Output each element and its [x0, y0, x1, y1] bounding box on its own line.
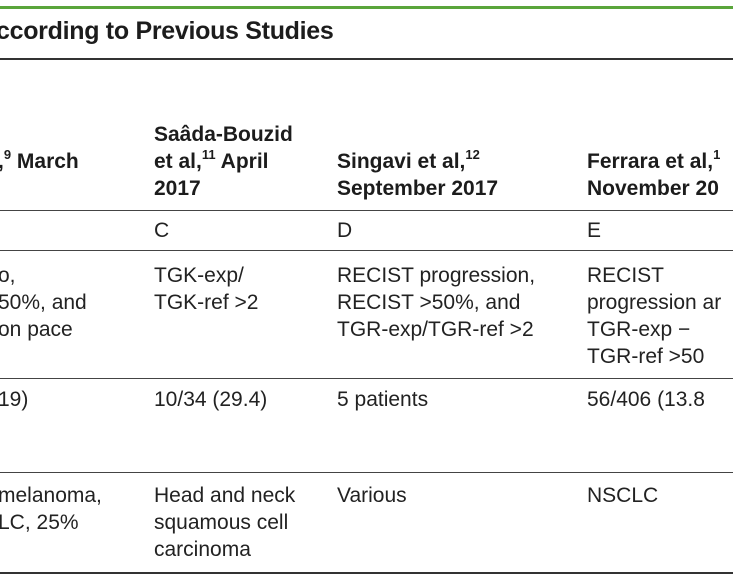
- col1-header-text: ,: [0, 150, 4, 173]
- col3-header-line2: Singavi et al,12: [337, 148, 480, 175]
- col1-tumor-line2: LC, 25%: [0, 511, 79, 534]
- title-rule: [0, 58, 733, 60]
- col2-tumor-line3: carcinoma: [154, 538, 251, 561]
- definition-row-rule: [0, 378, 733, 379]
- col4-header-line3: November 20: [587, 177, 719, 200]
- col3-header-authors: Singavi et al,: [337, 150, 466, 173]
- col2-definition-line1: TGK-exp/: [154, 264, 244, 287]
- col2-incidence: 10/34 (29.4): [154, 388, 268, 411]
- col3-header-line3: September 2017: [337, 177, 499, 200]
- col2-header-line3: 2017: [154, 177, 201, 200]
- col2-header-month: April: [215, 150, 269, 173]
- header-rule: [0, 210, 733, 211]
- col3-incidence: 5 patients: [337, 388, 429, 411]
- col4-header-authors: Ferrara et al,: [587, 150, 714, 173]
- col2-label: C: [154, 219, 170, 242]
- top-accent-rule: [0, 6, 733, 9]
- col1-tumor-line1: melanoma,: [0, 484, 102, 507]
- col3-tumor-line1: Various: [337, 484, 407, 507]
- incidence-row-rule: [0, 472, 733, 473]
- col2-header-line1: Saâda-Bouzid: [154, 123, 293, 146]
- col4-definition-line1: RECIST: [587, 264, 665, 287]
- bottom-rule: [0, 572, 733, 574]
- col4-incidence: 56/406 (13.8: [587, 388, 705, 411]
- col2-definition-line2: TGK-ref >2: [154, 291, 259, 314]
- col2-header-ref: 11: [201, 147, 216, 162]
- col3-definition-line2: RECIST >50%, and: [337, 291, 521, 314]
- col3-definition-line1: RECIST progression,: [337, 264, 536, 287]
- col4-definition-line3: TGR-exp −: [587, 318, 691, 341]
- col4-tumor-line1: NSCLC: [587, 484, 659, 507]
- col3-label: D: [337, 219, 353, 242]
- col2-header-authors: et al,: [154, 150, 202, 173]
- col3-definition-line3: TGR-exp/TGR-ref >2: [337, 318, 534, 341]
- col1-definition-line1: o,: [0, 264, 16, 287]
- col4-header-ref: 1: [713, 147, 721, 162]
- col4-label: E: [587, 219, 602, 242]
- label-row-rule: [0, 250, 733, 251]
- col1-incidence: 19): [0, 388, 29, 411]
- table-title: ccording to Previous Studies: [0, 17, 334, 45]
- col1-definition-line2: 50%, and: [0, 291, 87, 314]
- col1-header-ref: 9: [3, 147, 12, 162]
- col1-definition-line3: on pace: [0, 318, 73, 341]
- header-band: [0, 60, 733, 112]
- col4-header-line2: Ferrara et al,1: [587, 148, 720, 175]
- col4-definition-line2: progression ar: [587, 291, 722, 314]
- col2-header-line2: et al,11 April: [154, 148, 269, 175]
- col2-tumor-line2: squamous cell: [154, 511, 289, 534]
- col4-definition-line4: TGR-ref >50: [587, 345, 705, 368]
- col1-header-tail: March: [11, 150, 79, 173]
- col3-header-ref: 12: [465, 147, 480, 162]
- col2-tumor-line1: Head and neck: [154, 484, 296, 507]
- col1-header: ,9 March: [0, 148, 79, 175]
